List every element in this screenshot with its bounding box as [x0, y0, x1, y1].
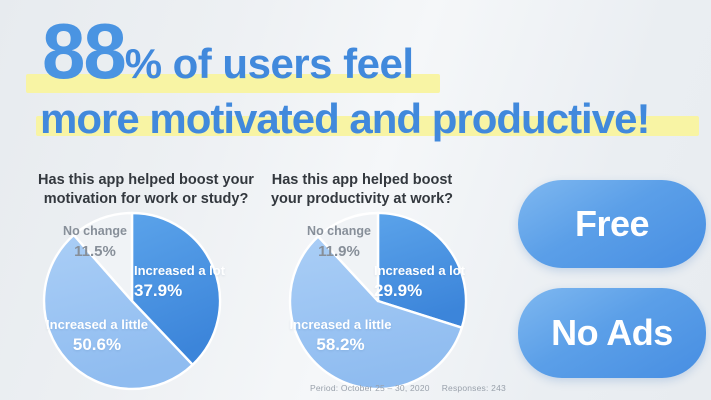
productivity-pie-chart — [288, 211, 468, 391]
motivation-chart-title-line1: Has this app helped boost your — [38, 172, 254, 188]
productivity-slice-label-increased-a-lot: Increased a lot 29.9% — [374, 263, 466, 301]
highlight-bar-line2 — [36, 116, 699, 136]
pie-slice-increased-a-lot — [376, 211, 468, 329]
motivation-slice-label-no-change: No change 11.5% — [63, 224, 127, 260]
headline-line1-text: of users feel — [172, 40, 414, 87]
pie-slice-no-change — [316, 211, 380, 303]
pie-slice-increased-a-little — [288, 235, 464, 391]
highlight-bar-line1 — [26, 74, 440, 93]
survey-responses: Responses: 243 — [441, 383, 506, 393]
headline-line1: 88 % of users feel — [42, 7, 414, 95]
productivity-slice-label-increased-a-little: Increased a little 58.2% — [289, 317, 392, 355]
pie-slice-no-change — [72, 211, 134, 303]
motivation-chart-block: Has this app helped boost your motivatio… — [22, 165, 254, 400]
productivity-chart-title-line2: your productivity at work? — [270, 191, 454, 208]
motivation-chart-title: Has this app helped boost your motivatio… — [36, 171, 256, 209]
motivation-chart-title-line2: motivation for work or study? — [43, 191, 249, 208]
pie-slice-increased-a-little — [42, 233, 194, 391]
productivity-chart-title: Has this app helped boost your productiv… — [252, 171, 472, 209]
survey-period: Period: October 25 – 30, 2020 — [310, 383, 430, 393]
productivity-chart-title-line1: Has this app helped boost — [271, 172, 453, 188]
motivation-slice-label-increased-a-little: Increased a little 50.6% — [46, 317, 148, 355]
survey-footnote: Period: October 25 – 30, 2020 Responses:… — [310, 383, 506, 393]
headline-stat-number: 88 — [42, 7, 127, 95]
productivity-slice-label-no-change: No change 11.9% — [307, 224, 371, 260]
headline-percent-sign: % — [124, 40, 162, 87]
motivation-pie-chart — [42, 211, 222, 391]
motivation-slice-label-increased-a-lot: Increased a lot 37.9% — [134, 263, 226, 301]
headline-line2: more motivated and productive! — [40, 95, 650, 142]
no-ads-button[interactable]: No Ads — [518, 288, 706, 378]
productivity-chart-block: Has this app helped boost your productiv… — [268, 165, 488, 400]
free-button[interactable]: Free — [518, 180, 706, 268]
pie-slice-increased-a-lot — [130, 211, 222, 366]
